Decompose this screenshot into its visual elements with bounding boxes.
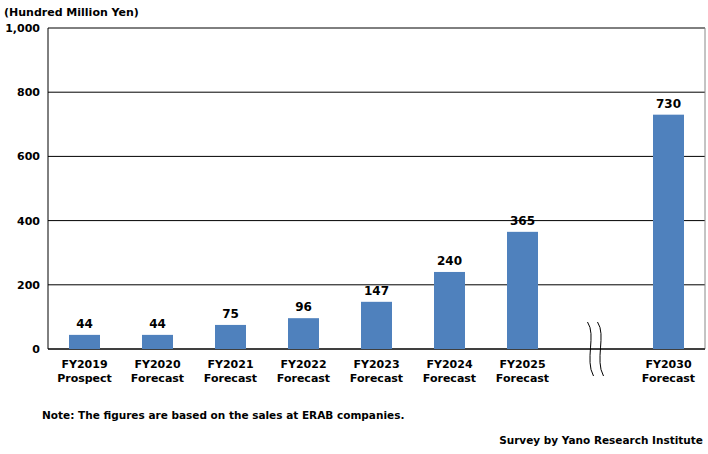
x-tick-label-line: Forecast (131, 372, 184, 385)
x-tick-label: FY2024Forecast (423, 358, 476, 385)
data-label: 44 (76, 317, 93, 331)
bar (288, 318, 319, 349)
x-tick-label-line: FY2024 (426, 358, 472, 371)
bar (69, 335, 100, 349)
y-tick-label: 0 (32, 343, 40, 356)
x-tick-label-line: Forecast (350, 372, 403, 385)
x-tick-label: FY2023Forecast (350, 358, 403, 385)
data-label: 96 (295, 300, 312, 314)
data-label: 730 (656, 97, 681, 111)
note: Note: The figures are based on the sales… (42, 409, 404, 421)
bar (361, 302, 392, 349)
x-tick-label-line: FY2019 (61, 358, 107, 371)
y-tick-label: 200 (17, 279, 40, 292)
grid-line (48, 92, 705, 93)
x-tick-label-line: Forecast (277, 372, 330, 385)
x-tick-label-line: FY2023 (353, 358, 399, 371)
axis-break (598, 322, 604, 376)
x-tick-label-line: Forecast (423, 372, 476, 385)
x-tick-label-line: Forecast (496, 372, 549, 385)
x-tick-label-line: FY2022 (280, 358, 326, 371)
source: Survey by Yano Research Institute (499, 434, 703, 446)
frame-right (705, 28, 706, 349)
x-tick-label: FY2020Forecast (131, 358, 184, 385)
x-tick-label-line: FY2020 (134, 358, 180, 371)
x-tick-label: FY2025Forecast (496, 358, 549, 385)
x-tick-label-line: Prospect (57, 372, 112, 385)
grid-line (48, 156, 705, 157)
y-axis-line (48, 28, 49, 349)
x-tick-label-line: FY2030 (645, 358, 691, 371)
x-tick-label: FY2019Prospect (57, 358, 112, 385)
y-tick-label: 600 (17, 150, 40, 163)
x-tick-label-line: FY2021 (207, 358, 253, 371)
grid-line (48, 220, 705, 221)
data-label: 44 (149, 317, 166, 331)
bar (653, 115, 684, 349)
x-tick-label: FY2022Forecast (277, 358, 330, 385)
bar (215, 325, 246, 349)
x-tick-label: FY2030Forecast (642, 358, 695, 385)
axis-break (588, 322, 594, 376)
y-tick-label: 400 (17, 215, 40, 228)
x-tick-label-line: Forecast (642, 372, 695, 385)
y-axis-label: (Hundred Million Yen) (4, 6, 139, 19)
grid-line (48, 28, 705, 29)
y-tick-label: 800 (17, 86, 40, 99)
y-tick-label: 1,000 (5, 22, 40, 35)
x-tick-label-line: Forecast (204, 372, 257, 385)
bar (507, 232, 538, 349)
data-label: 75 (222, 307, 239, 321)
bar (434, 272, 465, 349)
data-label: 240 (437, 254, 462, 268)
bars (69, 115, 684, 349)
x-tick-label: FY2021Forecast (204, 358, 257, 385)
bar (142, 335, 173, 349)
data-label: 147 (364, 284, 389, 298)
data-label: 365 (510, 214, 535, 228)
chart-svg: 0 200 400 600 800 1,000 44 44 75 96 147 240 365 730 FY… (0, 0, 708, 454)
x-tick-label-line: FY2025 (499, 358, 545, 371)
chart-container: 0 200 400 600 800 1,000 44 44 75 96 147 240 365 730 FY… (0, 0, 708, 454)
